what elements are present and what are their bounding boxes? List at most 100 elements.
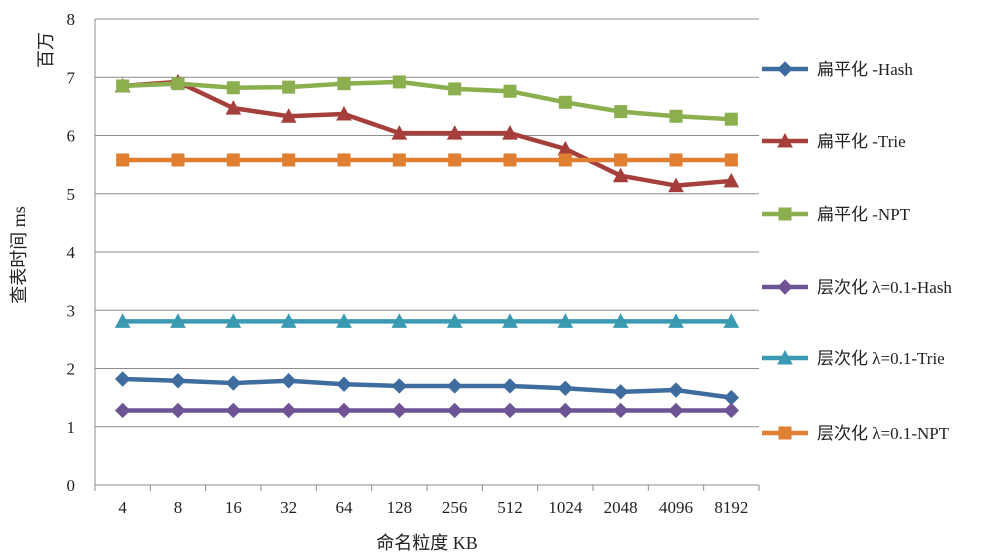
data-point: [557, 380, 574, 397]
x-tick-label: 512: [497, 498, 523, 517]
data-point: [446, 378, 463, 394]
x-tick-label: 8: [174, 498, 183, 517]
data-point: [448, 82, 462, 96]
y-tick-labels: 0 1 2 3 4 5 6 7 8: [67, 10, 76, 495]
data-point: [446, 125, 463, 140]
data-point: [668, 313, 684, 328]
data-point: [612, 384, 629, 400]
y-tick-label: 0: [67, 476, 76, 495]
x-tick-label: 1024: [548, 498, 583, 517]
data-point: [392, 153, 406, 167]
data-point: [448, 153, 462, 167]
data-point: [114, 371, 131, 387]
legend-label: 层次化 λ=0.1-Hash: [817, 278, 952, 297]
data-point: [446, 313, 463, 328]
legend-label: 层次化 λ=0.1-Trie: [817, 349, 945, 368]
y-tick-label: 8: [67, 10, 76, 29]
legend-marker: [778, 207, 792, 221]
data-point: [170, 313, 186, 328]
data-point: [170, 373, 186, 389]
data-point: [116, 153, 130, 167]
legend-item: 扁平化 -Hash: [762, 60, 913, 79]
y-unit-label: 百万: [36, 32, 56, 68]
data-point: [114, 313, 131, 328]
data-point: [723, 313, 740, 328]
data-point: [225, 375, 242, 391]
data-point: [337, 77, 351, 91]
y-tick-label: 3: [67, 301, 76, 320]
y-tick-label: 5: [67, 185, 76, 204]
legend-marker: [777, 61, 793, 77]
series-5: [116, 153, 738, 167]
data-point: [337, 153, 351, 167]
data-point: [171, 77, 185, 91]
data-point: [612, 402, 629, 419]
series-1: [114, 73, 740, 193]
x-tick-label: 16: [225, 498, 242, 517]
y-tick-label: 4: [67, 243, 76, 262]
legend-item: 层次化 λ=0.1-Hash: [762, 278, 952, 297]
legend: 扁平化 -Hash 扁平化 -Trie 扁平化 -NPT 层次化 λ=0.1-Hash…: [762, 60, 952, 443]
x-tick-label: 128: [387, 498, 413, 517]
x-tick-label: 8192: [714, 498, 748, 517]
series-line: [122, 376, 732, 400]
legend-label: 扁平化 -NPT: [817, 205, 911, 224]
legend-item: 扁平化 -Trie: [762, 132, 906, 151]
data-point: [280, 313, 297, 328]
data-point: [614, 105, 628, 119]
legend-marker: [777, 132, 793, 148]
data-point: [225, 100, 242, 115]
data-point: [336, 376, 352, 392]
data-point: [502, 313, 518, 328]
data-point: [502, 125, 518, 140]
data-point: [225, 313, 242, 328]
x-axis-title: 命名粒度 KB: [376, 533, 478, 553]
x-tick-labels: 4 8 16 32 64 128 256 512 1024 2048 4096 8192: [118, 498, 748, 517]
data-point: [336, 313, 352, 328]
data-point: [116, 79, 130, 93]
legend-marker: [778, 426, 792, 440]
data-point: [557, 313, 574, 328]
data-point: [503, 153, 517, 167]
y-tick-label: 6: [67, 127, 76, 146]
data-point: [668, 177, 684, 193]
gridlines: [95, 18, 759, 428]
data-point: [557, 402, 574, 419]
data-point: [558, 153, 572, 167]
data-point: [502, 378, 518, 394]
data-point: [612, 167, 629, 183]
y-tick-label: 7: [67, 68, 76, 87]
x-tick-label: 256: [442, 498, 468, 517]
data-point: [171, 153, 185, 167]
data-point: [225, 402, 242, 419]
x-tick-label: 4096: [659, 498, 693, 517]
data-point: [336, 402, 352, 419]
data-point: [282, 153, 296, 167]
data-point: [114, 402, 131, 419]
legend-marker: [777, 349, 793, 365]
legend-label: 扁平化 -Trie: [817, 132, 906, 151]
data-point: [280, 108, 297, 123]
legend-label: 扁平化 -Hash: [817, 60, 913, 79]
legend-item: 层次化 λ=0.1-Trie: [762, 349, 945, 368]
data-point: [336, 105, 352, 121]
series-4: [114, 313, 740, 328]
data-point: [723, 389, 740, 406]
series-line: [122, 79, 732, 188]
data-point: [226, 153, 240, 167]
data-point: [668, 382, 684, 398]
y-tick-label: 2: [67, 360, 76, 379]
legend-item: 层次化 λ=0.1-NPT: [762, 424, 950, 443]
y-axis-title: 查表时间 ms: [9, 206, 29, 304]
data-point: [226, 81, 240, 95]
legend-marker: [777, 279, 793, 295]
axes: [94, 19, 760, 491]
x-tick-label: 2048: [604, 498, 638, 517]
data-point: [503, 84, 517, 98]
data-point: [723, 402, 740, 419]
data-point: [391, 313, 408, 328]
data-point: [446, 402, 463, 419]
series-3: [114, 402, 740, 419]
data-point: [391, 378, 408, 394]
